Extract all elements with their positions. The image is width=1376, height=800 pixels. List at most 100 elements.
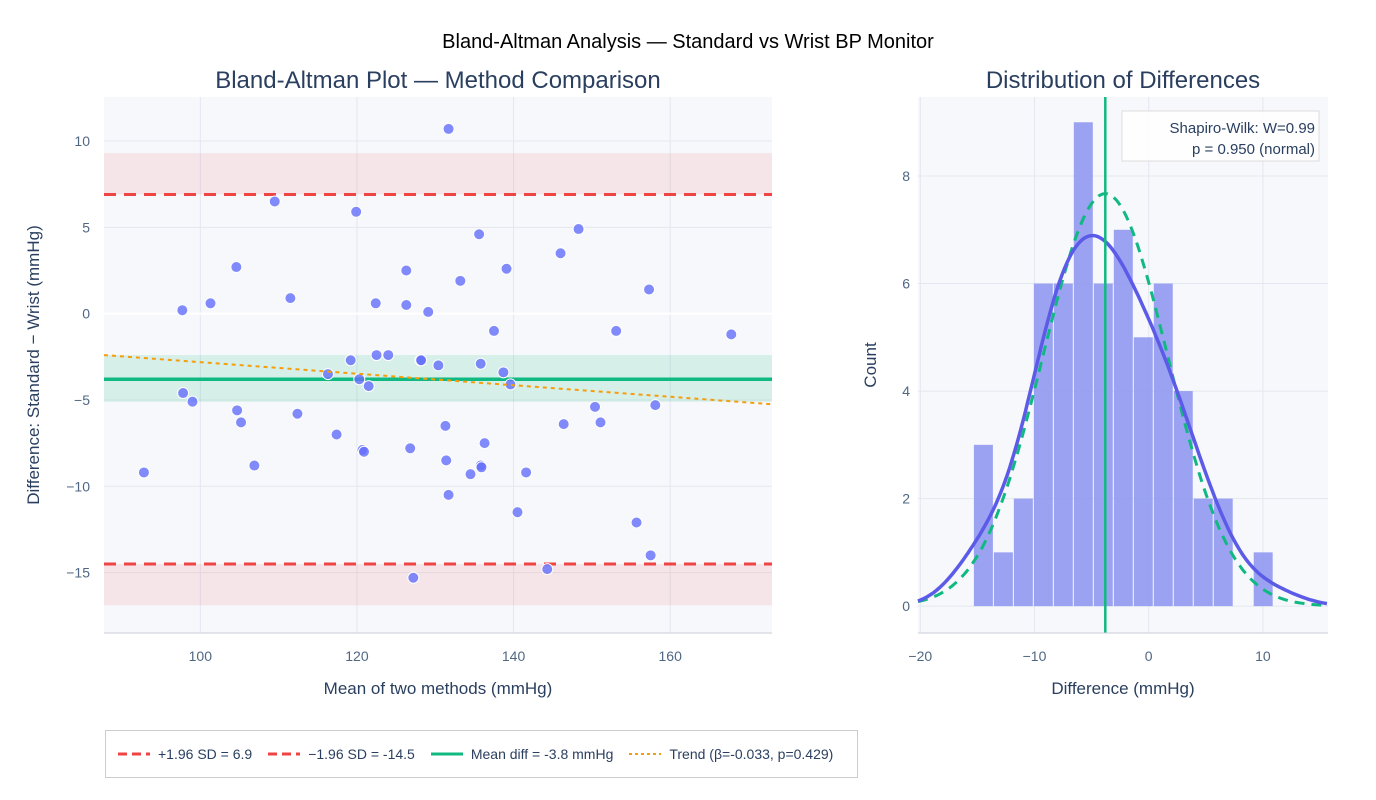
- data-point: [520, 466, 533, 479]
- data-point: [511, 506, 524, 519]
- data-point: [369, 297, 382, 310]
- data-point: [442, 122, 455, 135]
- legend: +1.96 SD = 6.9 −1.96 SD = -14.5 Mean dif…: [105, 730, 859, 778]
- x-tick-label: 140: [502, 648, 526, 664]
- histogram-bar: [993, 552, 1013, 607]
- legend-item-upper-loa[interactable]: +1.96 SD = 6.9: [116, 746, 252, 762]
- legend-label: −1.96 SD = -14.5: [308, 746, 415, 762]
- left-y-axis-label: Difference: Standard − Wrist (mmHg): [24, 225, 43, 505]
- x-tick-label: 0: [1145, 648, 1153, 664]
- data-point: [284, 292, 297, 305]
- legend-item-lower-loa[interactable]: −1.96 SD = -14.5: [266, 746, 415, 762]
- data-point: [330, 428, 343, 441]
- data-point: [268, 195, 281, 208]
- data-point: [176, 304, 189, 317]
- y-tick-label: 2: [902, 491, 910, 507]
- y-tick-label: 0: [902, 598, 910, 614]
- data-point: [321, 368, 334, 381]
- data-point: [344, 354, 357, 367]
- legend-item-mean-diff[interactable]: Mean diff = -3.8 mmHg: [429, 746, 613, 762]
- x-tick-label: 10: [1255, 648, 1271, 664]
- data-point: [475, 461, 488, 474]
- histogram-bar: [1113, 229, 1133, 607]
- upper-loa-ci-band: [104, 153, 772, 195]
- y-tick-label: 10: [74, 133, 90, 149]
- x-tick-label: −20: [908, 648, 932, 664]
- lower-loa-ci-band: [104, 563, 772, 606]
- histogram-bar: [1053, 283, 1073, 607]
- data-point: [643, 283, 656, 296]
- right-chart-title: Distribution of Differences: [986, 67, 1260, 94]
- y-tick-label: 5: [82, 219, 90, 235]
- histogram-bar: [1013, 498, 1033, 607]
- right-y-axis-label: Count: [861, 342, 880, 388]
- data-point: [497, 366, 510, 379]
- kde-curve: [917, 233, 1328, 606]
- left-x-axis-label: Mean of two methods (mmHg): [324, 679, 553, 698]
- normality-annotation: Shapiro-Wilk: W=0.99 p = 0.950 (normal): [1121, 110, 1320, 162]
- data-point: [454, 274, 467, 287]
- x-tick-label: 120: [345, 648, 369, 664]
- data-point: [400, 264, 413, 277]
- data-point: [589, 400, 602, 413]
- y-tick-label: 0: [82, 306, 90, 322]
- figure-title: Bland-Altman Analysis — Standard vs Wris…: [442, 31, 934, 53]
- data-point: [474, 357, 487, 370]
- data-point: [370, 349, 383, 362]
- y-tick-label: −5: [74, 392, 90, 408]
- data-point: [473, 228, 486, 241]
- data-point: [291, 407, 304, 420]
- y-tick-label: 8: [902, 168, 910, 184]
- data-point: [594, 416, 607, 429]
- data-point: [649, 399, 662, 412]
- data-point: [177, 387, 190, 400]
- data-point: [464, 468, 477, 481]
- data-point: [572, 223, 585, 236]
- legend-label: +1.96 SD = 6.9: [158, 746, 253, 762]
- data-point: [440, 454, 453, 467]
- data-point: [422, 305, 435, 318]
- data-point: [353, 373, 366, 386]
- y-tick-label: −15: [66, 565, 90, 581]
- x-tick-label: −10: [1023, 648, 1047, 664]
- data-point: [630, 516, 643, 529]
- data-point: [204, 297, 217, 310]
- data-point: [442, 488, 455, 501]
- y-tick-label: 6: [902, 276, 910, 292]
- data-point: [725, 328, 738, 341]
- left-chart-title: Bland-Altman Plot — Method Comparison: [215, 67, 661, 94]
- annotation-line-1: Shapiro-Wilk: W=0.99: [1170, 120, 1315, 137]
- y-tick-label: 4: [902, 383, 910, 399]
- data-point: [541, 563, 554, 576]
- data-point: [230, 261, 243, 274]
- data-point: [644, 549, 657, 562]
- histogram-bar: [1253, 552, 1273, 607]
- histogram-bar: [1133, 337, 1153, 607]
- x-tick-label: 100: [189, 648, 213, 664]
- data-point: [350, 205, 363, 218]
- data-point: [554, 247, 567, 260]
- histogram-bar: [1073, 122, 1093, 607]
- data-point: [432, 359, 445, 372]
- legend-item-trend[interactable]: Trend (β=-0.033, p=0.429): [627, 746, 833, 762]
- histogram-bar: [1193, 498, 1213, 607]
- data-point: [404, 442, 417, 455]
- data-point: [400, 299, 413, 312]
- data-point: [415, 354, 428, 367]
- data-point: [478, 437, 491, 450]
- x-tick-label: 160: [659, 648, 683, 664]
- annotation-line-2: p = 0.950 (normal): [1192, 141, 1315, 158]
- right-x-axis-label: Difference (mmHg): [1051, 679, 1194, 698]
- data-point: [557, 418, 570, 431]
- data-point: [231, 404, 244, 417]
- data-point: [610, 324, 623, 337]
- histogram-bar: [1173, 391, 1193, 607]
- histogram-bar: [1153, 283, 1173, 607]
- data-point: [357, 445, 370, 458]
- histogram-bar: [1093, 283, 1113, 607]
- legend-label: Trend (β=-0.033, p=0.429): [669, 746, 834, 762]
- data-point: [382, 349, 395, 362]
- data-point: [362, 380, 375, 393]
- y-tick-label: −10: [66, 478, 90, 494]
